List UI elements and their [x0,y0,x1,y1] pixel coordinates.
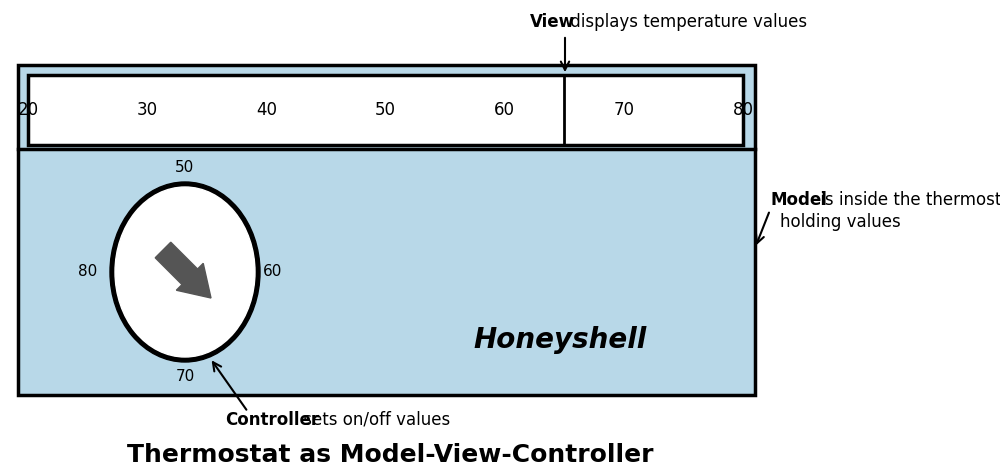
Ellipse shape [110,182,260,362]
Text: Controller: Controller [225,411,319,429]
Text: 50: 50 [375,101,396,119]
Text: 60: 60 [494,101,515,119]
FancyArrow shape [155,242,211,298]
Text: 40: 40 [256,101,277,119]
Text: 20: 20 [17,101,39,119]
Text: 70: 70 [613,101,634,119]
Text: 30: 30 [137,101,158,119]
Text: View: View [530,13,575,31]
Bar [18,65,755,395]
Text: 50: 50 [175,160,195,175]
Text: Honeyshell: Honeyshell [473,326,647,354]
Text: 60: 60 [263,265,282,280]
Text: 80: 80 [732,101,754,119]
Text: sets on/off values: sets on/off values [298,411,450,429]
Text: 70: 70 [175,369,195,384]
Text: holding values: holding values [780,213,901,231]
Text: 80: 80 [78,265,97,280]
Text: Thermostat as Model-View-Controller: Thermostat as Model-View-Controller [127,443,653,467]
Text: displays temperature values: displays temperature values [565,13,807,31]
Text: is inside the thermostat: is inside the thermostat [815,191,1000,209]
Ellipse shape [115,187,255,357]
Text: Model: Model [770,191,827,209]
Bar [28,75,743,145]
